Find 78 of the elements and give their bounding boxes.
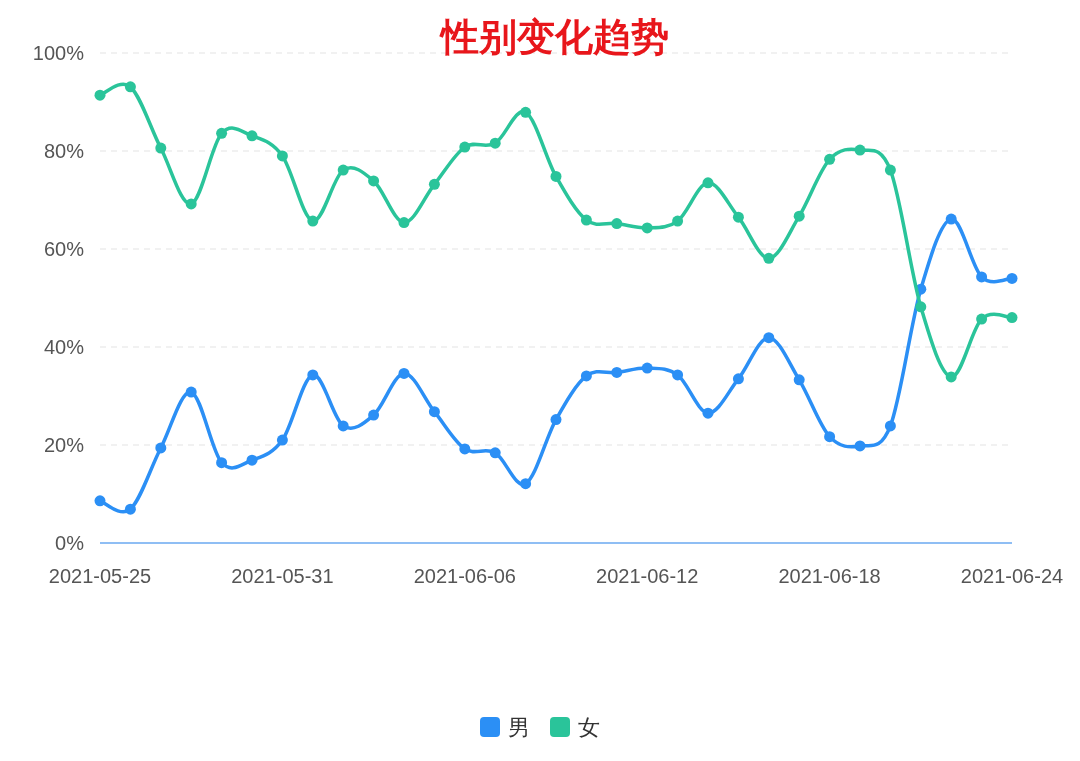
- legend-label: 男: [508, 715, 530, 740]
- x-tick-label: 2021-06-18: [778, 565, 881, 587]
- x-tick-label: 2021-06-24: [960, 565, 1064, 587]
- point: [641, 362, 653, 374]
- point: [945, 371, 957, 383]
- legend-label: 女: [578, 715, 600, 740]
- x-tick-label: 2021-05-25: [48, 565, 152, 587]
- point: [398, 217, 410, 229]
- point: [216, 127, 228, 139]
- point: [580, 214, 592, 226]
- point: [884, 420, 896, 432]
- x-tick-label: 2021-06-12: [596, 565, 699, 587]
- y-tick-label: 100%: [32, 42, 85, 64]
- point: [611, 218, 623, 230]
- point: [337, 164, 349, 176]
- point: [185, 198, 197, 210]
- y-tick-label: 40%: [43, 336, 85, 358]
- point: [854, 144, 866, 156]
- point: [155, 142, 167, 154]
- point: [307, 369, 319, 381]
- point: [216, 457, 228, 469]
- point: [520, 478, 532, 490]
- point: [428, 178, 440, 190]
- point: [246, 130, 258, 142]
- point: [763, 252, 775, 264]
- point: [550, 170, 562, 182]
- point: [520, 106, 532, 118]
- point: [915, 301, 927, 313]
- point: [945, 213, 957, 225]
- point: [976, 313, 988, 325]
- point: [702, 407, 714, 419]
- point: [398, 367, 410, 379]
- point: [368, 409, 380, 421]
- point: [580, 370, 592, 382]
- point: [824, 431, 836, 443]
- x-tick-label: 2021-05-31: [231, 565, 334, 587]
- point: [793, 374, 805, 386]
- point: [94, 89, 106, 101]
- point: [702, 177, 714, 189]
- point: [763, 332, 775, 344]
- point: [854, 440, 866, 452]
- point: [1006, 312, 1018, 324]
- point: [276, 434, 288, 446]
- point: [793, 210, 805, 222]
- point: [368, 175, 380, 187]
- point: [672, 215, 684, 227]
- point: [337, 420, 349, 432]
- chart-title: 性别变化趋势: [439, 16, 669, 58]
- point: [246, 454, 258, 466]
- point: [824, 153, 836, 165]
- point: [124, 503, 136, 515]
- point: [459, 141, 471, 153]
- point: [884, 164, 896, 176]
- point: [641, 222, 653, 234]
- legend-item: 女: [550, 715, 600, 740]
- point: [307, 215, 319, 227]
- point: [489, 137, 501, 149]
- point: [155, 442, 167, 454]
- y-tick-label: 60%: [43, 238, 85, 260]
- point: [672, 369, 684, 381]
- point: [185, 386, 197, 398]
- point: [732, 373, 744, 385]
- point: [124, 81, 136, 93]
- point: [611, 366, 623, 378]
- y-tick-label: 20%: [43, 434, 85, 456]
- legend-item: 男: [480, 715, 530, 740]
- point: [489, 447, 501, 459]
- point: [550, 414, 562, 426]
- point: [732, 211, 744, 223]
- y-tick-label: 0%: [55, 532, 85, 554]
- x-tick-label: 2021-06-06: [413, 565, 516, 587]
- y-tick-label: 80%: [43, 140, 85, 162]
- point: [459, 443, 471, 455]
- point: [94, 495, 106, 507]
- point: [428, 406, 440, 418]
- point: [1006, 272, 1018, 284]
- point: [976, 271, 988, 283]
- point: [276, 150, 288, 162]
